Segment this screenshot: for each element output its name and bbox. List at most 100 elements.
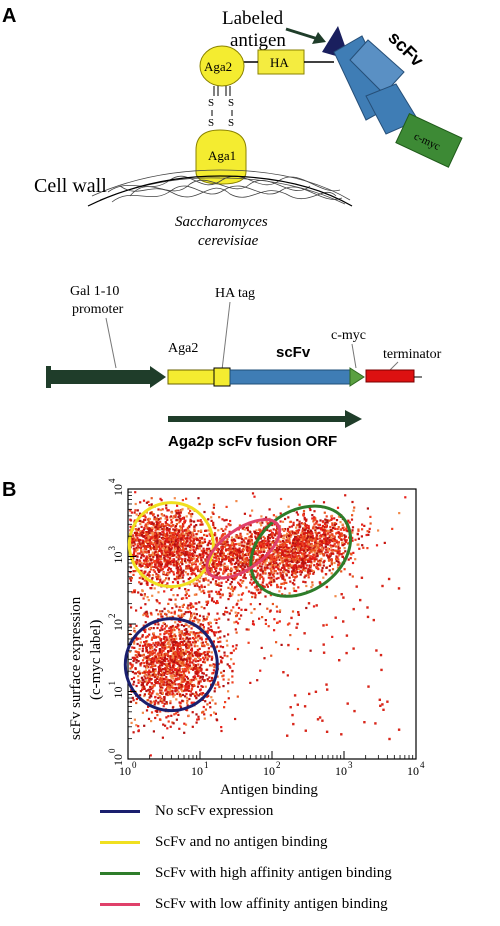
- scatter-point: [220, 535, 223, 538]
- scatter-point: [182, 574, 185, 577]
- scatter-point: [307, 560, 310, 563]
- scatter-point: [295, 575, 298, 578]
- scatter-point: [167, 630, 170, 633]
- scatter-point: [168, 691, 171, 694]
- scatter-point: [312, 525, 315, 528]
- scatter-point: [212, 521, 215, 524]
- scatter-point: [186, 704, 189, 707]
- scatter-point: [279, 540, 282, 543]
- scatter-point: [158, 653, 161, 656]
- scatter-point: [268, 508, 271, 511]
- scatter-point: [292, 521, 295, 524]
- scatter-point: [177, 652, 180, 655]
- scatter-point: [163, 622, 166, 626]
- scatter-point: [177, 563, 180, 566]
- scatter-point: [213, 561, 216, 564]
- scatter-point: [160, 649, 164, 652]
- scatter-point: [187, 507, 190, 510]
- scatter-point: [139, 501, 142, 504]
- scatter-point: [140, 550, 143, 553]
- scatter-point: [231, 544, 234, 547]
- scatter-point: [197, 663, 200, 666]
- scatter-point: [220, 561, 223, 564]
- scatter-point: [144, 561, 147, 564]
- scatter-point: [151, 594, 154, 597]
- scatter-point: [231, 550, 234, 553]
- scatter-point: [149, 685, 152, 688]
- scatter-point: [170, 714, 173, 717]
- scatter-point: [193, 554, 196, 557]
- scatter-point: [203, 644, 206, 647]
- scatter-point: [307, 571, 310, 574]
- scatter-point: [148, 688, 151, 691]
- scatter-point: [211, 578, 215, 581]
- scatter-point: [323, 522, 327, 525]
- scatter-point: [223, 571, 226, 574]
- scatter-point: [166, 563, 169, 566]
- scatter-point: [176, 661, 179, 664]
- scatter-point: [180, 658, 183, 661]
- scatter-point: [318, 527, 321, 530]
- scatter-point: [204, 558, 207, 561]
- scatter-point: [139, 532, 142, 535]
- scatter-point: [172, 573, 176, 576]
- scatter-point: [353, 506, 356, 509]
- scatter-point: [187, 633, 190, 636]
- scatter-point: [161, 514, 164, 517]
- scatter-point: [148, 663, 151, 666]
- scatter-point: [181, 664, 184, 667]
- scatter-point: [351, 575, 354, 578]
- scatter-point: [151, 692, 154, 695]
- scatter-point: [259, 547, 263, 550]
- scatter-point: [311, 534, 314, 538]
- scatter-point: [149, 587, 152, 590]
- scatter-point: [165, 702, 168, 705]
- scatter-point: [302, 513, 305, 516]
- scatter-point: [164, 542, 167, 545]
- scatter-point: [262, 585, 265, 588]
- scatter-point: [159, 633, 162, 636]
- scatter-point: [142, 535, 145, 538]
- scatter-point: [290, 564, 294, 567]
- scatter-point: [297, 551, 300, 555]
- scatter-point: [277, 549, 280, 552]
- scatter-point: [189, 520, 192, 523]
- scatter-point: [208, 655, 211, 658]
- scatter-point: [184, 723, 188, 726]
- scatter-point: [142, 624, 145, 627]
- scatter-point: [225, 518, 228, 522]
- scatter-point: [185, 675, 188, 679]
- scatter-point: [343, 534, 346, 537]
- scatter-point: [311, 517, 314, 520]
- scatter-point: [151, 687, 154, 690]
- scatter-point: [325, 515, 328, 518]
- scatter-point: [276, 527, 279, 530]
- scatter-point: [175, 673, 178, 676]
- scatter-point: [248, 536, 251, 539]
- scatter-point: [179, 529, 182, 532]
- scatter-point: [219, 554, 222, 557]
- scatter-point: [135, 658, 138, 662]
- scatter-point: [291, 530, 294, 533]
- scatter-point: [249, 542, 252, 545]
- scatter-point: [225, 525, 228, 528]
- scatter-point: [193, 645, 196, 648]
- scatter-point: [156, 714, 159, 717]
- scatter-point: [276, 544, 279, 547]
- scatter-point: [206, 553, 209, 556]
- scatter-point: [133, 640, 136, 643]
- scatter-point: [161, 568, 164, 571]
- scatter-point: [155, 642, 159, 645]
- scatter-point: [170, 679, 173, 682]
- scatter-point: [318, 541, 321, 544]
- scatter-point: [189, 690, 192, 693]
- scatter-point: [155, 537, 158, 540]
- scatter-point: [315, 558, 318, 561]
- scatter-point: [262, 579, 265, 582]
- scatter-point: [279, 575, 282, 578]
- scatter-point: [166, 664, 169, 667]
- scatter-point: [144, 611, 147, 614]
- scatter-point: [232, 556, 235, 559]
- scatter-point: [306, 531, 309, 534]
- scatter-point: [177, 624, 180, 627]
